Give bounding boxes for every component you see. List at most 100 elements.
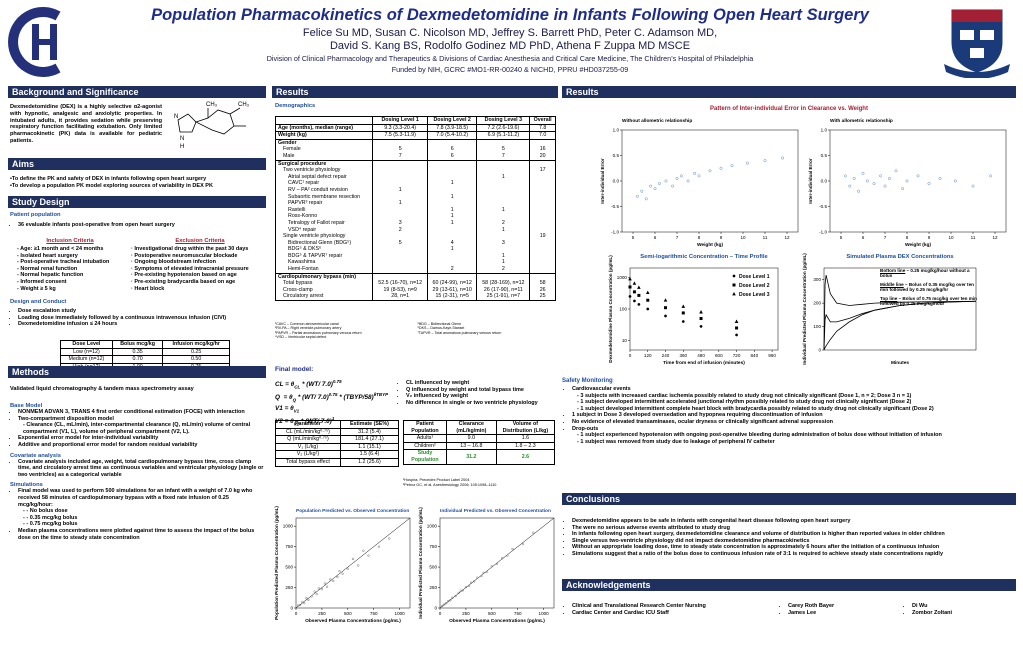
marker <box>681 320 685 323</box>
x-tick-label: 120 <box>644 353 652 358</box>
cell: CAVC¹ repair <box>274 180 374 187</box>
cell: 25 (1-91), n=7 <box>476 293 531 302</box>
inclusion-list: Age: ≥1 month and < 24 monthsIsolated he… <box>12 246 135 292</box>
cell <box>529 226 556 234</box>
row: Age (months), median (range) 9.3 (3.3-20.… <box>274 123 556 132</box>
marker <box>781 156 785 160</box>
y-tick-label: 10 <box>622 338 628 343</box>
cell: Subaortic membrane resection <box>274 193 374 201</box>
x-tick-label: 500 <box>344 611 352 616</box>
list-item: Normal hepatic function <box>17 272 135 279</box>
list-item: Investigational drug within the past 30 … <box>131 246 269 253</box>
cell: 7.0 (5.4-10.2) <box>426 131 478 140</box>
row: Cross-clamp 19 (8-53), n=9 29 (13-61), n=1… <box>274 286 556 294</box>
marker <box>730 164 734 168</box>
cell: 1 <box>426 206 478 214</box>
marker <box>480 574 483 578</box>
marker <box>734 319 739 323</box>
header-cell: Overall <box>529 116 556 125</box>
y-axis-label: Individual Predicted Plasma Concentratio… <box>802 253 807 365</box>
footnote: ²RV-PA – Right ventricle-pulmonary arter… <box>275 326 342 331</box>
sim-note-text: – Bolus of 0.35 mcg/kg over ten min foll… <box>880 281 974 293</box>
footnotes: ¹CAVC – Common atrioventricular canal ²RV… <box>275 322 556 340</box>
subheading: Inclusion Criteria <box>46 238 94 244</box>
list-item: 1 subject experienced hypotension with o… <box>577 432 1014 439</box>
cell: 6 <box>426 146 478 153</box>
header-cell: Parameter <box>275 420 341 429</box>
list-item: V₂ influenced by weight <box>406 393 564 400</box>
marker <box>315 592 318 596</box>
chart: 0 250 500 750 1000 0 250 500 750 1000 Individual P… <box>418 507 555 624</box>
cell <box>372 246 428 253</box>
x-tick-label: 500 <box>488 611 496 616</box>
y-tick-label: 750 <box>429 544 437 549</box>
design-list: Dose escalation studyLoading dose immedi… <box>10 308 272 328</box>
list-item: Dexmedetomidine infusion ≤ 24 hours <box>18 321 272 328</box>
cell: 1.6 <box>495 434 556 443</box>
x-tick-label: 11 <box>763 235 768 240</box>
marker <box>649 184 652 188</box>
cell <box>426 252 478 260</box>
list-item: No difference in single or two ventricle… <box>406 400 564 407</box>
x-axis-label: Time from end of infusion (minutes) <box>663 360 745 366</box>
cell: 2.6 <box>495 449 556 465</box>
marker <box>323 582 327 585</box>
list-item: Exponential error model for inter-indivi… <box>18 435 264 442</box>
cell: 7 <box>372 152 428 161</box>
section-heading: Background and Significance <box>8 86 266 98</box>
cell: Cardiopulmonary bypass (min) <box>274 272 374 281</box>
marker <box>459 589 462 592</box>
marker <box>628 295 632 298</box>
cell: Single ventricle physiology <box>274 233 374 240</box>
marker <box>699 316 703 320</box>
cell <box>476 200 531 207</box>
ack-list: Clinical and Translational Research Cent… <box>564 603 782 616</box>
legend-label: Dose Level 2 <box>739 283 770 289</box>
marker <box>861 171 865 175</box>
cell: Low (n=12) <box>60 347 113 357</box>
cell: 1.8 – 2.3 <box>495 441 556 451</box>
sub-list: 3 subjects with increased cardiac ischem… <box>572 393 1014 413</box>
y-axis-label: Dexmedetomidine Plasma Concentration (pg… <box>608 255 613 363</box>
methods-list: Final model was used to perform 500 simu… <box>10 488 264 541</box>
y-tick-label: 0.0 <box>613 179 620 184</box>
cell: 1 <box>426 180 478 187</box>
cell: 1 <box>372 200 428 207</box>
y-tick-label: 1000 <box>283 524 294 529</box>
cell: 0.50 <box>162 355 230 364</box>
cell <box>426 167 478 174</box>
row: Gender <box>274 138 556 147</box>
cell: Ross-Konno <box>274 213 374 220</box>
marker <box>346 567 349 570</box>
cell: 1 <box>476 206 531 214</box>
marker <box>443 603 446 606</box>
header-cell: Dosing Level 3 <box>476 116 531 125</box>
x-axis-label: Observed Plasma Concentrations (pg/mL) <box>449 618 545 624</box>
chart-title: Simulated Plasma DEX Concentrations <box>846 254 953 260</box>
marker <box>377 545 381 548</box>
row: Tetralogy of Fallot repair 3 1 2 <box>274 219 556 227</box>
cell <box>426 200 478 207</box>
marker <box>675 177 679 180</box>
marker <box>317 587 320 590</box>
marker <box>338 570 341 573</box>
marker <box>310 595 313 598</box>
marker <box>663 298 668 302</box>
marker <box>357 564 360 567</box>
marker <box>305 597 308 600</box>
cell <box>372 180 428 187</box>
cell: 0.25 <box>162 347 230 357</box>
cell <box>426 173 478 181</box>
cell <box>529 193 556 201</box>
header-row: Dose Level Bolus mcg/kg Infusion mcg/kg/hr <box>60 340 230 349</box>
marker <box>938 177 942 180</box>
marker <box>989 174 993 178</box>
subheading: Safety Monitoring <box>562 378 613 384</box>
footnote: ³PAPVR – Partial anomalous pulmonary ven… <box>275 330 362 335</box>
list-item: Pre-existing bradycardia based on age <box>131 279 269 286</box>
marker <box>506 554 509 557</box>
sim-note: Middle line – Bolus of 0.35 mcg/kg over … <box>880 282 980 293</box>
cell: Surgical procedure <box>274 159 374 168</box>
y-tick-label: 300 <box>813 277 821 282</box>
